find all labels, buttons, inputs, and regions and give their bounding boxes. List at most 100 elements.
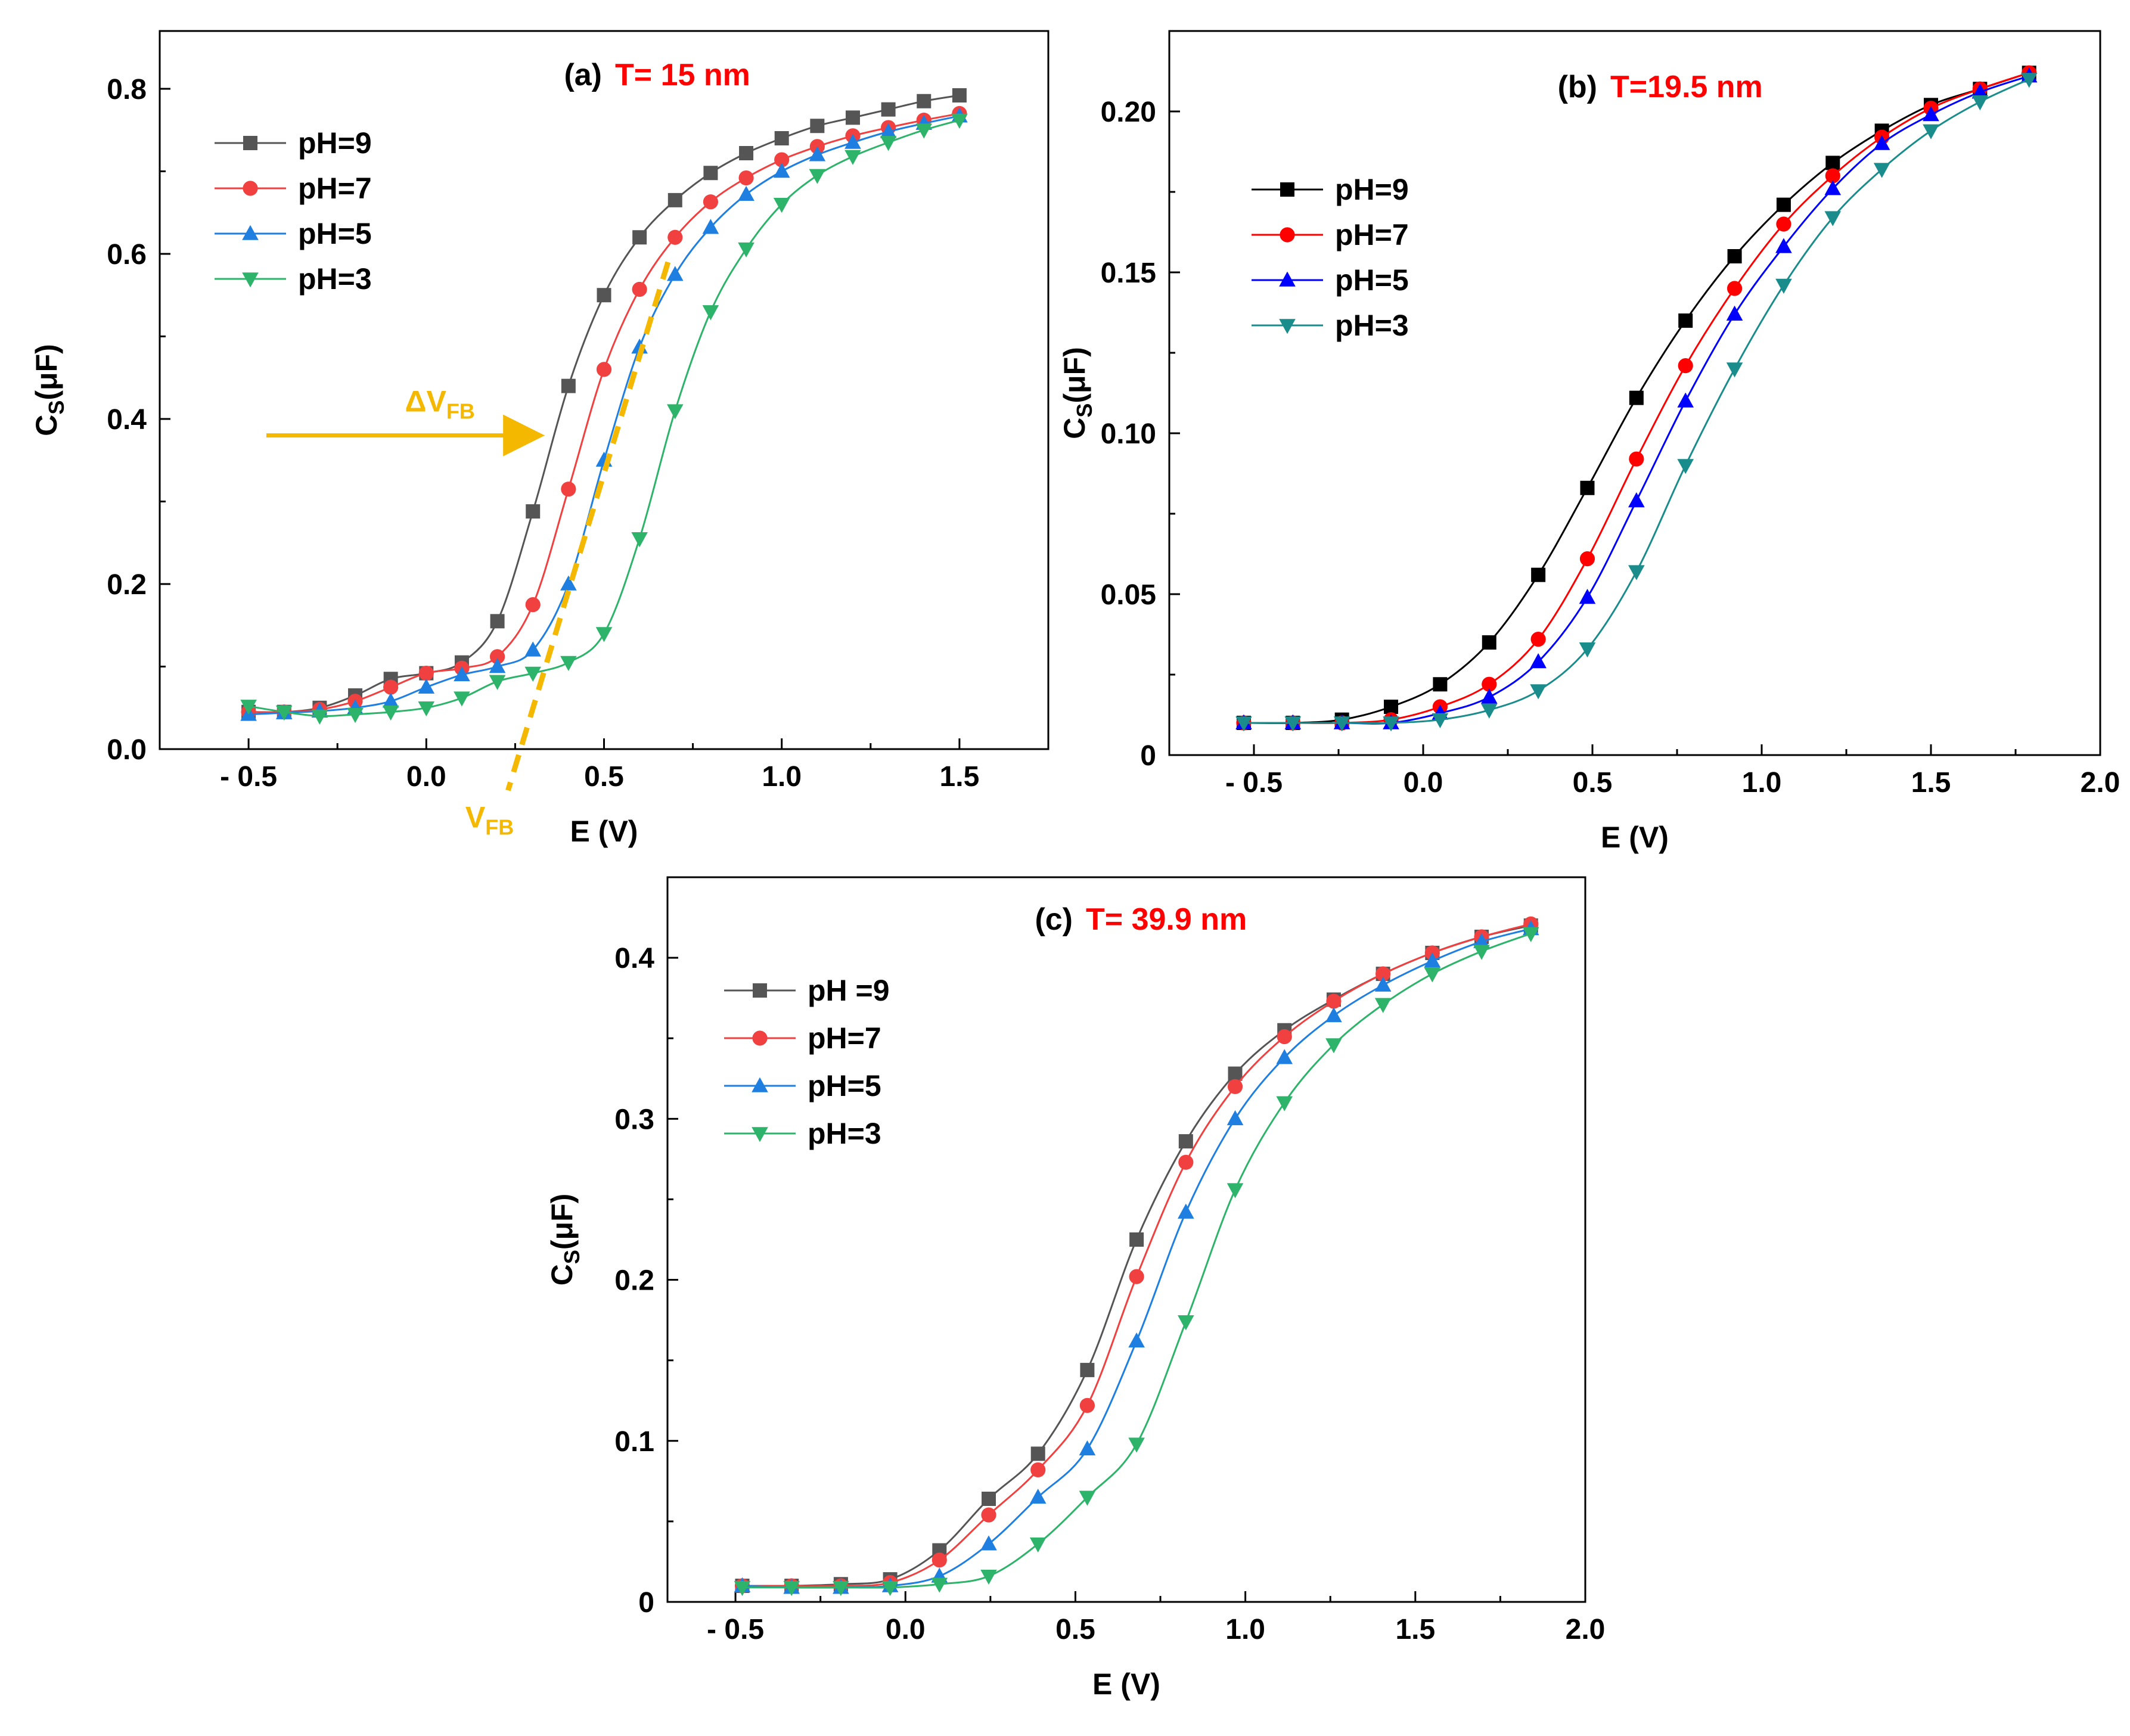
series-line (249, 115, 960, 716)
data-point (1473, 945, 1490, 960)
data-point (561, 482, 576, 497)
x-axis-title: E (V) (1601, 821, 1669, 854)
data-point (382, 692, 399, 708)
data-point (1030, 1462, 1046, 1478)
x-tick-label: 2.0 (2081, 767, 2120, 799)
data-point (489, 658, 506, 673)
data-point (1522, 927, 1539, 942)
x-tick-label: - 0.5 (707, 1614, 764, 1645)
data-point (418, 665, 434, 681)
x-tick-label: 1.5 (1395, 1614, 1435, 1645)
data-point (1129, 1269, 1144, 1284)
x-tick-label: 1.5 (940, 761, 980, 793)
y-tick-label: 0.15 (1101, 257, 1156, 289)
data-point (667, 229, 683, 245)
data-point (1276, 1096, 1293, 1111)
data-point (240, 700, 257, 715)
data-point (1277, 1029, 1292, 1045)
data-point (1284, 716, 1302, 732)
x-tick-label: 1.0 (1225, 1614, 1265, 1645)
data-point (844, 133, 861, 149)
data-point (1228, 1066, 1243, 1081)
data-point (1971, 95, 1989, 111)
chart-a: - 0.5 0.0 0.5 1.0 1.5 0.0 0.2 0.4 0.6 0.8 E (V) CS(… (30, 30, 1050, 848)
data-point (1482, 635, 1496, 650)
chart-c: - 0.5 0.0 0.5 1.0 1.5 2.0 0 0.1 0.2 0.3 0.4 E (V) CS… (545, 876, 1605, 1701)
data-point (774, 152, 790, 167)
data-point (1029, 1537, 1047, 1553)
data-point (809, 169, 826, 184)
series-pH-7 (734, 916, 1539, 1594)
series-pH-9 (1236, 66, 2036, 730)
data-point (915, 123, 933, 139)
chart-b: - 0.5 0.0 0.5 1.0 1.5 2.0 0 0.05 0.10 0.15 0.20 E (… (1058, 30, 2120, 854)
x-axis-title: E (V) (1092, 1667, 1160, 1701)
y-tick-label: 0.6 (107, 239, 147, 271)
y-tick-label: 0.10 (1101, 418, 1156, 450)
y-tick-label: 0.1 (614, 1426, 654, 1458)
data-point (1971, 83, 1989, 99)
data-point (418, 701, 435, 717)
data-point (774, 131, 789, 146)
data-point (595, 627, 613, 642)
data-point (1433, 677, 1448, 692)
data-point (1333, 716, 1350, 732)
data-point (631, 532, 648, 548)
data-point (809, 146, 826, 162)
data-point (738, 170, 754, 186)
data-point (931, 1577, 948, 1593)
data-point (1677, 459, 1694, 474)
data-point (980, 1569, 997, 1585)
data-point (773, 198, 790, 213)
data-point (560, 575, 577, 591)
legend-marker (753, 983, 767, 998)
series-pH-5 (240, 107, 968, 721)
data-point (1678, 313, 1693, 328)
legend-marker (1280, 227, 1295, 243)
x-tick-label: 0.0 (1404, 767, 1443, 799)
panel-thickness-label: T= 39.9 nm (1086, 902, 1247, 937)
data-point (1580, 480, 1595, 495)
legend-label: pH=9 (298, 126, 372, 160)
data-point (702, 219, 719, 234)
legend-label: pH =9 (808, 974, 890, 1007)
vfb-label: VFB (465, 801, 514, 840)
data-point (1726, 362, 1743, 378)
data-point (1727, 281, 1743, 296)
data-point (1530, 653, 1547, 669)
y-tick-label: 0.20 (1101, 97, 1156, 128)
data-point (1579, 642, 1596, 658)
legend-label: pH=7 (1335, 218, 1409, 251)
data-point (1579, 551, 1595, 567)
y-tick-label: 0 (638, 1587, 654, 1619)
data-point (525, 597, 541, 613)
x-tick-label: 0.5 (584, 761, 624, 793)
legend-label: pH=9 (1335, 173, 1409, 206)
series-pH-3 (1235, 73, 2038, 732)
data-point (1482, 676, 1497, 692)
data-point (1873, 135, 1890, 150)
data-point (1776, 197, 1791, 212)
data-point (703, 166, 718, 181)
legend-marker (752, 1077, 768, 1092)
data-point (1824, 211, 1842, 226)
y-tick-label: 0.0 (107, 734, 147, 766)
data-point (560, 656, 577, 671)
x-tick-label: - 0.5 (1225, 767, 1283, 799)
data-point (1824, 180, 1842, 195)
panel-label: (b) (1558, 70, 1597, 104)
data-point (844, 150, 861, 165)
data-point (703, 194, 719, 210)
data-point (382, 705, 399, 721)
legend-marker (752, 1127, 768, 1142)
x-tick-label: 1.5 (1911, 767, 1951, 799)
x-tick-label: - 0.5 (220, 761, 277, 793)
data-point (952, 88, 967, 103)
legend-marker (243, 136, 257, 150)
data-point (1579, 589, 1596, 604)
panel-thickness-label: T= 15 nm (615, 58, 750, 92)
data-point (667, 192, 682, 207)
y-axis-title: CS(μF) (545, 1194, 584, 1286)
data-point (1029, 1488, 1047, 1504)
